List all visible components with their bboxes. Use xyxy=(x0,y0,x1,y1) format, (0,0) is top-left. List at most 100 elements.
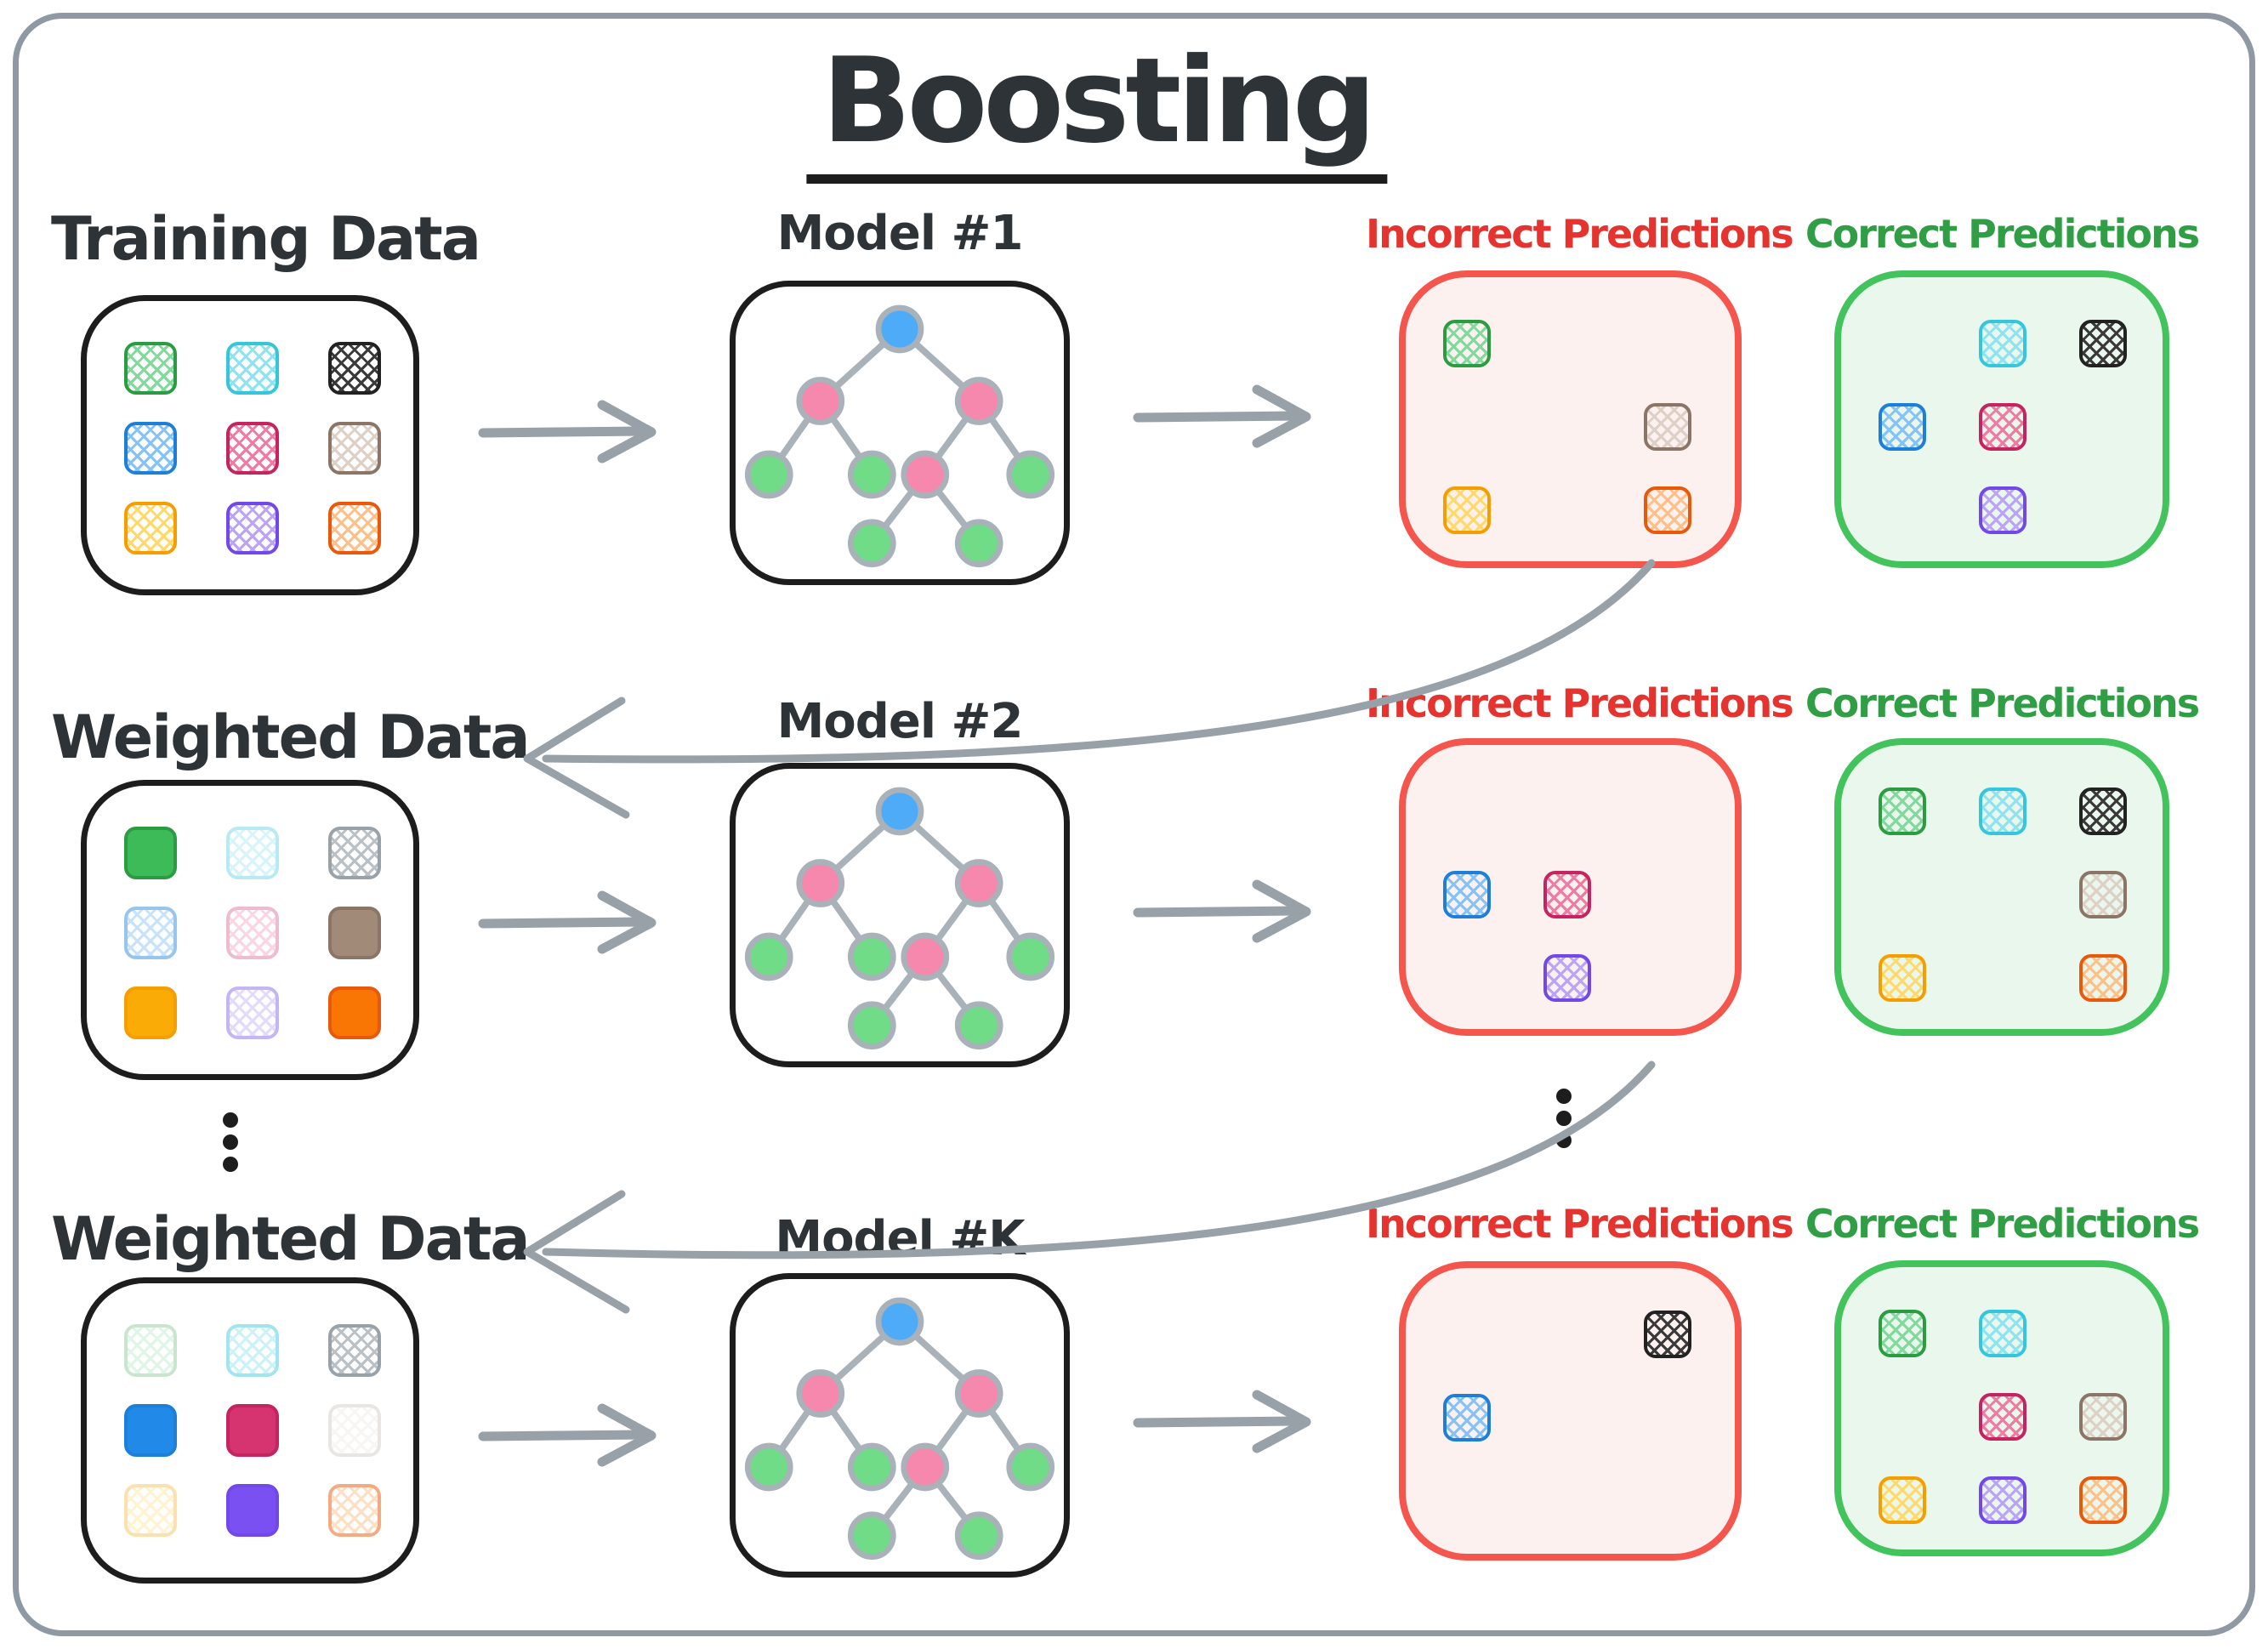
flow-arrow-icon xyxy=(478,400,657,463)
prediction-grid xyxy=(1443,320,1691,534)
data-item-amber xyxy=(1879,954,1926,1002)
decision-tree xyxy=(744,787,1055,1050)
tree-node-split xyxy=(954,377,1003,425)
model-2-label: Model #2 xyxy=(776,694,1024,749)
data-item-green xyxy=(124,1324,177,1377)
correct-predictions-box xyxy=(1834,1260,2169,1556)
data-item-crimson xyxy=(226,907,279,959)
data-item-cyan xyxy=(226,1324,279,1377)
incorrect-predictions-label: Incorrect Predictions xyxy=(1366,680,1794,726)
data-item-brown xyxy=(328,907,381,959)
tree-node-leaf xyxy=(847,932,896,981)
flow-arrow-icon xyxy=(1133,879,1311,943)
correct-predictions-box xyxy=(1834,270,2169,568)
tree-node-root xyxy=(875,787,924,836)
prediction-grid xyxy=(1879,788,2127,1002)
data-item-blue xyxy=(1879,403,1926,451)
data-item-purple xyxy=(1543,954,1591,1002)
data-item-cyan xyxy=(1979,320,2026,367)
data-item-amber xyxy=(124,502,177,554)
tree-node-leaf xyxy=(954,1001,1003,1050)
tree-node-leaf xyxy=(744,1442,793,1492)
data-item-blue xyxy=(124,422,177,475)
data-item-crimson xyxy=(1979,403,2026,451)
data-item-brown xyxy=(2079,1393,2127,1441)
weighted-data-box xyxy=(81,1277,419,1584)
incorrect-predictions-box xyxy=(1399,1261,1742,1561)
correct-predictions-label: Correct Predictions xyxy=(1805,1201,2200,1247)
data-item-amber xyxy=(1879,1476,1926,1524)
tree-node-split xyxy=(954,1369,1003,1418)
decision-tree xyxy=(744,304,1055,568)
data-grid xyxy=(124,827,381,1039)
data-item-crimson xyxy=(1543,871,1591,918)
data-item-purple xyxy=(226,502,279,554)
weighted-data-label: Weighted Data xyxy=(51,702,531,772)
data-item-green xyxy=(124,342,177,395)
data-item-orange xyxy=(328,1484,381,1537)
tree-node-leaf xyxy=(954,519,1003,568)
data-item-cyan xyxy=(226,342,279,395)
flow-arrow-icon xyxy=(1133,1390,1311,1453)
data-item-crimson xyxy=(226,1404,279,1457)
tree-node-leaf xyxy=(1006,450,1055,499)
data-item-green xyxy=(1879,1310,1926,1357)
prediction-grid xyxy=(1443,1311,1691,1525)
prediction-grid xyxy=(1879,320,2127,534)
tree-node-leaf xyxy=(847,519,896,568)
data-item-orange xyxy=(328,502,381,554)
data-item-purple xyxy=(226,987,279,1039)
tree-node-root xyxy=(875,1297,924,1346)
tree-node-root xyxy=(875,304,924,354)
data-item-black xyxy=(2079,320,2127,367)
model-2-box xyxy=(730,763,1070,1067)
data-item-amber xyxy=(124,987,177,1039)
prediction-grid xyxy=(1443,788,1691,1002)
data-item-cyan xyxy=(1979,788,2026,835)
data-item-brown xyxy=(328,1404,381,1457)
data-item-green xyxy=(124,827,177,879)
tree-node-leaf xyxy=(847,1511,896,1561)
data-item-blue xyxy=(124,907,177,959)
data-item-blue xyxy=(1443,871,1491,918)
data-item-amber xyxy=(124,1484,177,1537)
incorrect-predictions-box xyxy=(1399,738,1742,1036)
data-item-purple xyxy=(226,1484,279,1537)
data-item-brown xyxy=(328,422,381,475)
tree-node-leaf xyxy=(847,1442,896,1492)
correct-predictions-label: Correct Predictions xyxy=(1805,680,2200,726)
incorrect-predictions-box xyxy=(1399,270,1742,568)
continuation-dots xyxy=(223,1106,238,1179)
data-item-gray xyxy=(328,827,381,879)
tree-node-leaf xyxy=(847,1001,896,1050)
tree-node-split xyxy=(796,377,845,425)
model-1-label: Model #1 xyxy=(776,206,1024,261)
data-item-brown xyxy=(2079,871,2127,918)
data-item-green xyxy=(1443,320,1491,367)
tree-node-leaf xyxy=(1006,1442,1055,1492)
continuation-dots xyxy=(1556,1082,1572,1155)
data-item-amber xyxy=(1443,486,1491,534)
model-k-box xyxy=(730,1273,1070,1578)
data-item-crimson xyxy=(1979,1393,2026,1441)
data-item-gray xyxy=(328,1324,381,1377)
flow-arrow-icon xyxy=(1133,384,1311,448)
data-item-cyan xyxy=(1979,1310,2026,1357)
flow-arrow-icon xyxy=(478,1403,657,1467)
weighted-data-label: Weighted Data xyxy=(51,1204,531,1274)
data-item-black xyxy=(1644,1311,1691,1358)
tree-node-split xyxy=(796,1369,845,1418)
data-item-purple xyxy=(1979,1476,2026,1524)
flow-arrow-icon xyxy=(478,890,657,954)
model-k-label: Model #K xyxy=(775,1211,1025,1266)
tree-node-split xyxy=(954,859,1003,907)
data-item-blue xyxy=(124,1404,177,1457)
data-item-brown xyxy=(1644,403,1691,451)
data-grid xyxy=(124,342,381,554)
training-data-label: Training Data xyxy=(51,204,481,274)
data-item-green xyxy=(1879,788,1926,835)
prediction-grid xyxy=(1879,1310,2127,1524)
correct-predictions-label: Correct Predictions xyxy=(1805,211,2200,257)
data-item-blue xyxy=(1443,1394,1491,1441)
